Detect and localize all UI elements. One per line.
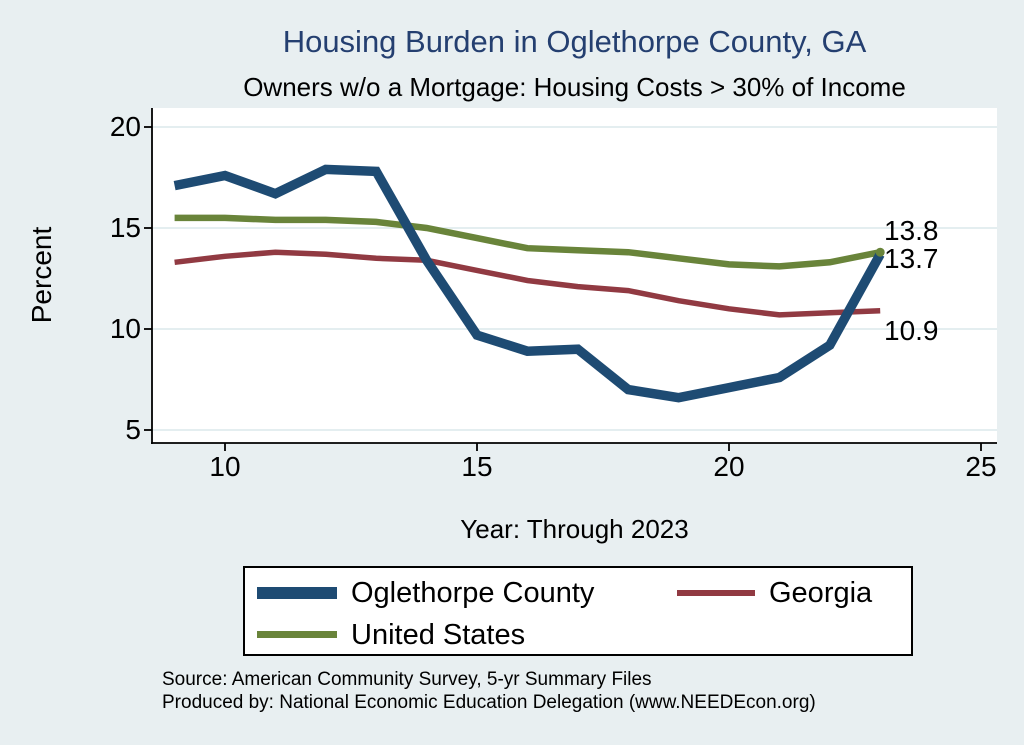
- series-endpoint-marker-united-states: [875, 247, 885, 257]
- end-value-label: 13.7: [884, 243, 939, 274]
- end-value-label: 13.8: [884, 215, 939, 246]
- end-value-label: 10.9: [884, 315, 939, 346]
- x-tick-label: 15: [461, 451, 493, 482]
- x-axis-title: Year: Through 2023: [460, 514, 689, 544]
- legend-swatch-georgia: [677, 590, 755, 596]
- series-line-georgia: [174, 249, 881, 318]
- chart-title: Housing Burden in Oglethorpe County, GA: [282, 24, 867, 59]
- legend-label-georgia: Georgia: [769, 577, 873, 609]
- chart-subtitle: Owners w/o a Mortgage: Housing Costs > 3…: [243, 72, 906, 102]
- x-tick-label: 20: [713, 451, 745, 482]
- y-tick-label: 5: [125, 414, 141, 445]
- legend-label-oglethorpe-county: Oglethorpe County: [351, 577, 595, 609]
- y-tick-label: 15: [109, 212, 141, 243]
- y-tick-label: 20: [109, 111, 141, 142]
- legend-swatch-oglethorpe-county: [257, 587, 337, 599]
- x-tick-label: 10: [209, 451, 241, 482]
- y-tick-label: 10: [109, 313, 141, 344]
- legend-swatch-united-states: [257, 631, 337, 638]
- footer-produced-by: Produced by: National Economic Education…: [162, 692, 816, 713]
- series-line-united-states: [174, 214, 881, 270]
- plot-background: [152, 108, 997, 443]
- footer-source: Source: American Community Survey, 5-yr …: [162, 669, 652, 690]
- series-line-oglethorpe-county: [173, 164, 885, 403]
- x-tick-label: 25: [965, 451, 997, 482]
- legend-label-united-states: United States: [351, 619, 526, 651]
- legend: Oglethorpe County Georgia United States: [243, 566, 913, 656]
